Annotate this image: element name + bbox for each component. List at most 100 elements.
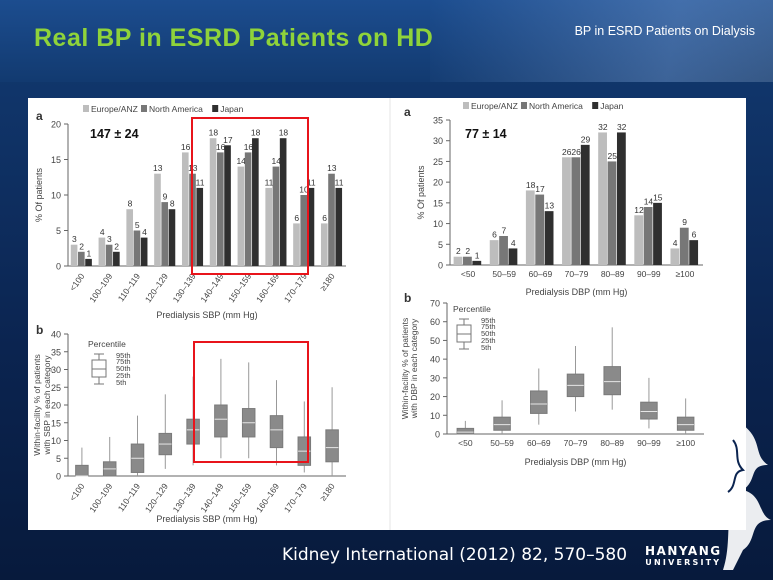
- data-label: 9: [163, 192, 168, 202]
- y-tick-label: 70: [430, 299, 440, 309]
- data-label: 6: [322, 213, 327, 223]
- y-tick-label: 5: [56, 226, 61, 236]
- data-label: 29: [581, 134, 591, 144]
- y-tick-label: 25: [433, 157, 443, 167]
- bar: [133, 230, 141, 266]
- y-tick-label: 30: [51, 365, 61, 375]
- x-tick-label: 100–109: [87, 481, 114, 514]
- legend-label: Japan: [220, 104, 243, 114]
- bar: [300, 195, 308, 266]
- data-label: 4: [673, 238, 678, 248]
- legend-swatch: [592, 102, 599, 109]
- bar: [224, 145, 231, 266]
- data-label: 4: [511, 238, 516, 248]
- data-label: 2: [465, 246, 470, 256]
- y-tick-label: 10: [430, 411, 440, 421]
- data-label: 26: [571, 147, 581, 157]
- x-tick-label: 110–119: [116, 481, 143, 513]
- data-label: 2: [79, 241, 84, 251]
- y-tick-label: 0: [56, 472, 61, 482]
- bar: [140, 237, 148, 266]
- university-logo: HANYANG UNIVERSITY: [645, 544, 722, 567]
- y-tick-label: 25: [51, 383, 61, 393]
- x-tick-label: 90–99: [637, 438, 661, 448]
- x-tick-label: 50–59: [492, 269, 516, 279]
- x-tick-label: 60–69: [527, 438, 551, 448]
- citation: Kidney International (2012) 82, 570–580: [282, 545, 628, 565]
- data-label: 4: [142, 227, 147, 237]
- bar: [571, 157, 581, 265]
- bar: [489, 240, 499, 265]
- bar: [525, 190, 535, 265]
- bar: [689, 240, 699, 265]
- x-tick-label: 150–159: [226, 271, 253, 304]
- data-label: 11: [335, 177, 344, 187]
- data-label: 8: [128, 199, 133, 209]
- data-label: 8: [170, 199, 175, 209]
- x-tick-label: 140–149: [198, 271, 225, 304]
- data-label: 32: [617, 122, 627, 132]
- data-label: 16: [244, 142, 254, 152]
- bar: [209, 138, 217, 266]
- header-highlight: [430, 0, 773, 82]
- y-tick-label: 15: [51, 155, 61, 165]
- y-axis-label: Within-facility % of patients: [32, 354, 42, 456]
- bar: [580, 144, 590, 265]
- x-tick-label: 140–149: [198, 481, 225, 514]
- legend-title: Percentile: [453, 304, 491, 314]
- bar: [85, 258, 92, 266]
- data-label: 13: [545, 201, 555, 211]
- x-tick-label: 160–169: [254, 271, 281, 304]
- highlight-box: [191, 117, 309, 275]
- data-label: 14: [271, 156, 281, 166]
- y-axis-label-line2: with DBP in each category: [409, 318, 419, 419]
- bar: [181, 152, 189, 266]
- mean-sd-annotation: 77 ± 14: [465, 127, 507, 141]
- bar: [126, 209, 134, 266]
- x-tick-label: 110–119: [116, 271, 143, 303]
- bar: [161, 202, 169, 266]
- bar: [252, 138, 259, 266]
- bar: [598, 132, 607, 265]
- y-tick-label: 15: [51, 418, 61, 428]
- legend-swatch: [141, 105, 147, 112]
- bar: [168, 209, 176, 266]
- bar: [335, 187, 343, 266]
- data-label: 13: [153, 163, 163, 173]
- legend-swatch: [212, 105, 219, 112]
- university-emblem: [723, 425, 771, 570]
- x-tick-label: 80–89: [600, 438, 624, 448]
- x-axis-label: Predialysis SBP (mm Hg): [156, 514, 257, 524]
- data-label: 9: [682, 217, 687, 227]
- data-label: 11: [265, 177, 274, 187]
- x-tick-label: 120–129: [143, 481, 170, 514]
- x-axis-label: Predialysis DBP (mm Hg): [525, 457, 627, 467]
- data-label: 18: [209, 128, 219, 138]
- box: [530, 390, 548, 414]
- legend-label: North America: [529, 101, 583, 111]
- data-label: 12: [634, 205, 644, 215]
- bar: [307, 187, 315, 266]
- data-label: 14: [236, 156, 246, 166]
- bar: [98, 237, 106, 266]
- x-axis-label: Predialysis DBP (mm Hg): [526, 287, 628, 297]
- y-tick-label: 30: [430, 373, 440, 383]
- y-axis-label: Within-facility % of patients: [400, 318, 410, 420]
- panel-letter: a: [36, 109, 43, 123]
- legend-percentile-label: 5th: [116, 378, 126, 387]
- bar: [634, 215, 644, 265]
- bar: [616, 132, 626, 265]
- panel-letter: a: [404, 105, 411, 119]
- data-label: 11: [196, 177, 205, 187]
- x-tick-label: 130–139: [171, 481, 198, 514]
- bar: [562, 157, 571, 265]
- bar: [279, 138, 287, 266]
- highlight-box: [193, 341, 309, 463]
- y-tick-label: 15: [433, 198, 443, 208]
- data-label: 6: [492, 230, 497, 240]
- y-tick-label: 40: [430, 355, 440, 365]
- y-tick-label: 20: [51, 401, 61, 411]
- data-label: 5: [135, 220, 140, 230]
